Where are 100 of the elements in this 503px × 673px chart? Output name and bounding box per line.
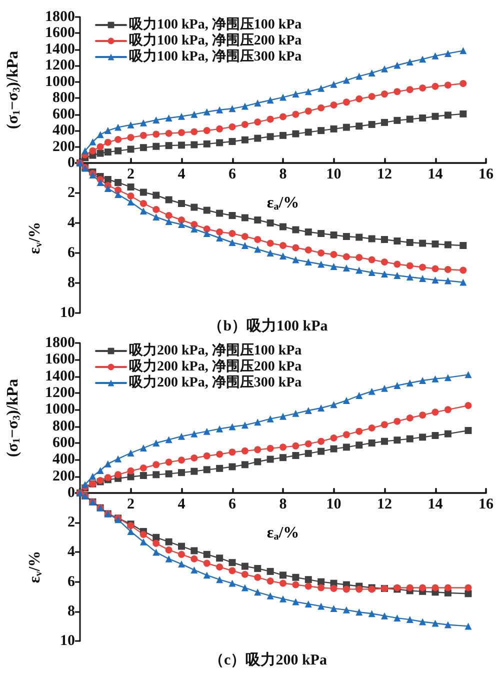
point: [444, 277, 452, 284]
point: [165, 538, 172, 546]
point: [318, 438, 325, 445]
y-tick-label: 8: [68, 603, 75, 620]
point: [114, 455, 122, 462]
y-tick-label: 6: [68, 574, 76, 590]
point: [165, 212, 172, 219]
point: [228, 567, 236, 574]
point: [254, 236, 262, 243]
point: [318, 84, 325, 92]
point: [394, 614, 401, 622]
point: [190, 566, 198, 574]
text: （b）吸力100 kPa: [208, 318, 328, 334]
point: [464, 371, 472, 378]
point: [190, 454, 198, 462]
y-tick-label: 2: [68, 185, 75, 201]
point: [356, 266, 363, 274]
x-tick-label: 16: [478, 166, 494, 182]
point: [368, 256, 376, 264]
y-tick-label: 8: [68, 275, 75, 291]
point: [444, 621, 452, 628]
point: [304, 88, 312, 96]
point: [381, 612, 388, 620]
point: [140, 188, 147, 196]
point: [266, 116, 274, 123]
point: [190, 468, 198, 475]
point: [318, 578, 325, 586]
point: [406, 380, 414, 386]
point: [216, 139, 224, 146]
point: [96, 179, 104, 186]
point: [292, 244, 300, 252]
point: [203, 226, 210, 232]
y-tick-label: 800: [52, 90, 75, 106]
point: [114, 147, 122, 154]
point: [203, 550, 210, 558]
point: [406, 116, 414, 123]
y-tick-label: 1400: [45, 368, 75, 384]
point: [432, 276, 439, 284]
point: [330, 445, 338, 452]
point: [178, 142, 185, 149]
point: [216, 106, 224, 114]
legend-label: 吸力100 kPa, 净围压300 kPa: [129, 48, 302, 64]
point: [444, 50, 452, 57]
point: [368, 120, 376, 128]
point: [203, 206, 210, 214]
x-tick-label: 4: [178, 496, 186, 512]
point: [444, 584, 452, 592]
x-tick-label: 6: [228, 496, 236, 512]
point: [330, 251, 338, 258]
point: [419, 56, 426, 63]
point: [241, 562, 248, 570]
point: [460, 242, 467, 249]
point: [178, 200, 185, 207]
point: [432, 620, 439, 627]
point: [432, 432, 439, 439]
point: [178, 550, 185, 558]
point: [280, 113, 286, 120]
point: [280, 223, 286, 230]
point: [356, 442, 363, 449]
point: [394, 418, 401, 425]
y-tick-label: 200: [52, 138, 75, 155]
legend-label: 吸力200 kPa, 净围压300 kPa: [129, 374, 302, 390]
point: [165, 546, 172, 554]
point: [280, 94, 286, 101]
point: [342, 76, 350, 84]
point: [152, 116, 160, 124]
point: [82, 481, 89, 488]
point: [228, 239, 236, 246]
point: [216, 554, 224, 562]
x-tick-label: 10: [326, 166, 342, 182]
point: [368, 69, 376, 76]
y-tick-label: 1400: [45, 41, 75, 58]
point: [292, 110, 300, 118]
point: [178, 221, 185, 228]
point: [318, 250, 325, 256]
point: [464, 427, 472, 434]
x-tick-label: 14: [428, 166, 444, 182]
point: [318, 260, 325, 268]
point: [444, 430, 452, 438]
point: [254, 134, 262, 142]
point: [228, 448, 236, 456]
point: [228, 105, 236, 112]
point: [394, 62, 401, 69]
point: [104, 127, 112, 134]
point: [140, 144, 147, 152]
point: [356, 122, 363, 130]
point: [419, 377, 426, 384]
point: [89, 472, 96, 480]
point: [190, 141, 198, 148]
point: [228, 463, 236, 470]
point: [178, 542, 185, 550]
point: [165, 130, 172, 137]
y-tick-label: 1600: [45, 352, 75, 368]
point: [104, 176, 112, 183]
point: [216, 228, 224, 236]
point: [406, 435, 414, 442]
point: [280, 595, 286, 602]
point: [190, 204, 198, 211]
point: [241, 584, 248, 592]
point: [152, 471, 160, 478]
